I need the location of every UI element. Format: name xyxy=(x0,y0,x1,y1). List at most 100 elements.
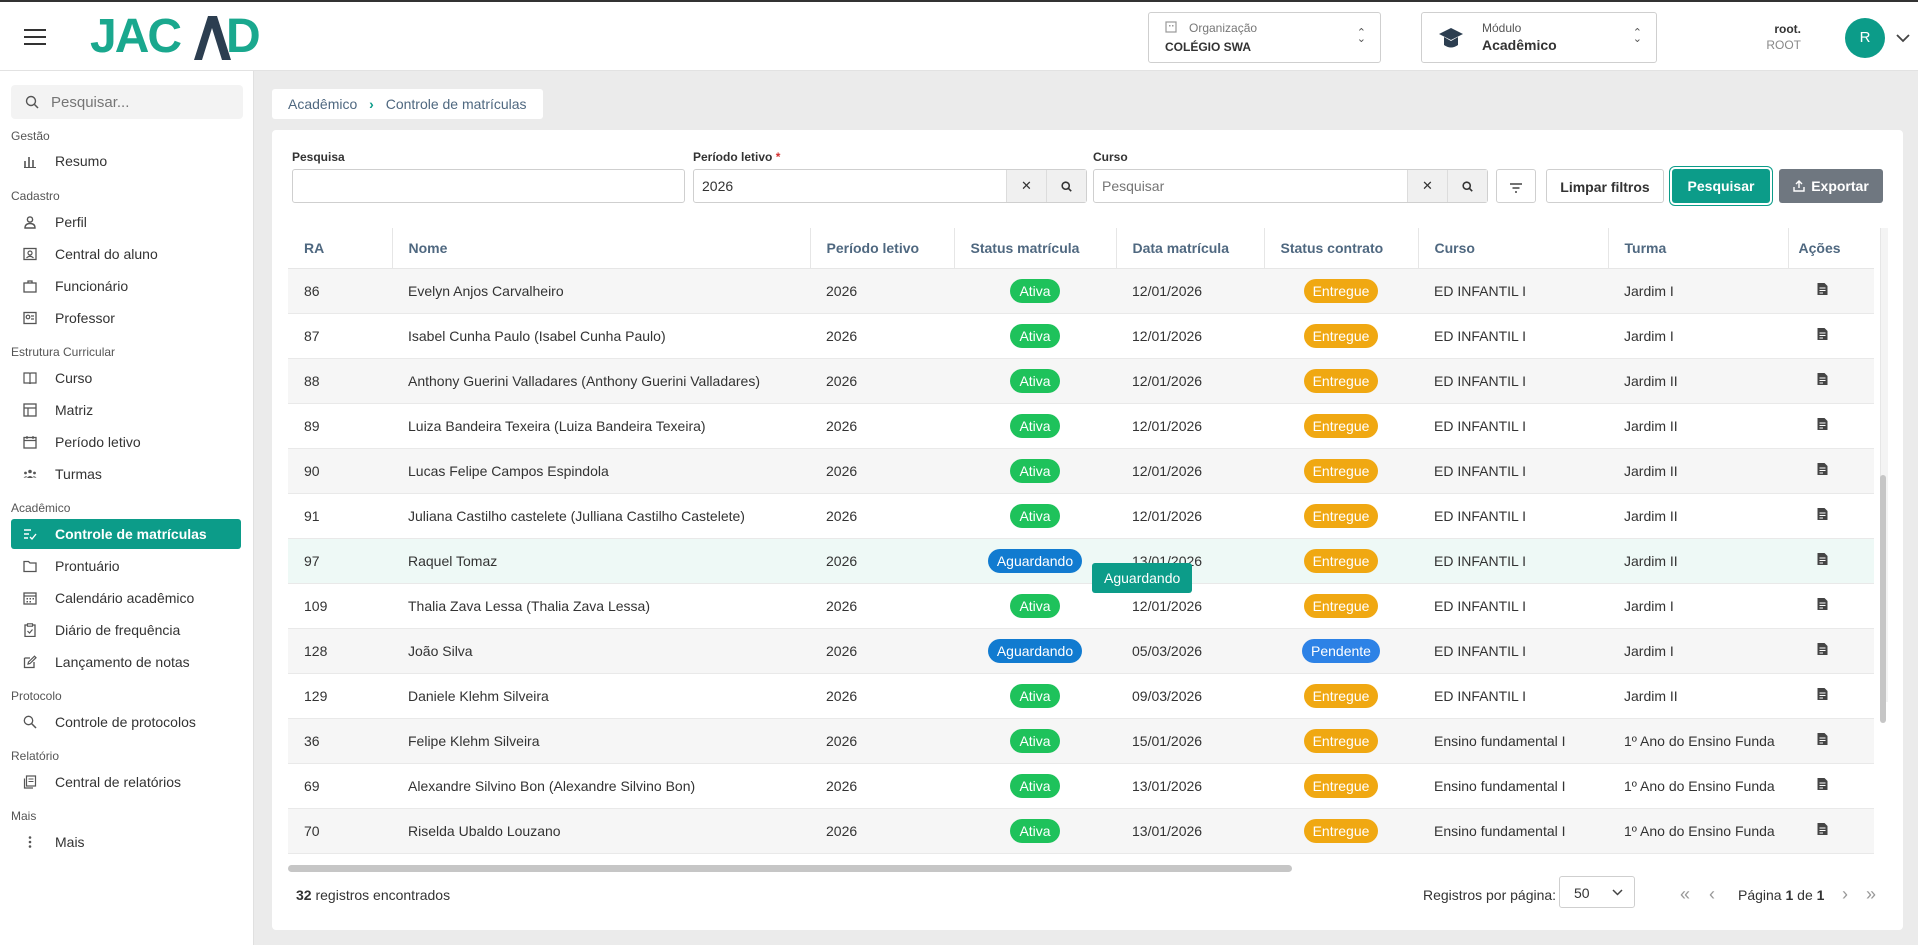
header-periodo[interactable]: Período letivo xyxy=(809,228,954,269)
sidebar-search[interactable] xyxy=(11,85,243,119)
table-row[interactable]: 36 Felipe Klehm Silveira 2026 Ativa 15/01/20… xyxy=(288,718,1874,764)
curso-field[interactable]: ✕ xyxy=(1093,169,1488,203)
table-row[interactable]: 69 Alexandre Silvino Bon (Alexandre Silvi… xyxy=(288,763,1874,809)
header-data-matricula[interactable]: Data matrícula xyxy=(1115,228,1264,269)
sidebar-item-controle-de-matriculas[interactable]: Controle de matrículas xyxy=(11,519,241,549)
sidebar-item-resumo[interactable]: Resumo xyxy=(11,146,241,176)
document-icon[interactable] xyxy=(1816,777,1829,791)
table-row[interactable]: 87 Isabel Cunha Paulo (Isabel Cunha Paulo… xyxy=(288,313,1874,359)
status-matricula-badge[interactable]: Aguardando xyxy=(987,638,1083,663)
header-status-contrato[interactable]: Status contrato xyxy=(1263,228,1418,269)
sidebar-item-mais[interactable]: Mais xyxy=(11,827,241,857)
prev-page-icon[interactable]: ‹ xyxy=(1709,884,1715,904)
sidebar-item-perfil[interactable]: Perfil xyxy=(11,207,241,237)
document-icon[interactable] xyxy=(1816,282,1829,296)
status-contrato-badge[interactable]: Pendente xyxy=(1302,638,1380,663)
status-matricula-badge[interactable]: Ativa xyxy=(1010,728,1060,753)
first-page-icon[interactable]: « xyxy=(1680,884,1691,904)
search-curso-button[interactable] xyxy=(1447,170,1487,202)
status-matricula-badge[interactable]: Aguardando xyxy=(987,548,1083,573)
status-matricula-badge[interactable]: Ativa xyxy=(1010,773,1060,798)
status-contrato-badge[interactable]: Entregue xyxy=(1303,818,1379,843)
search-periodo-button[interactable] xyxy=(1046,170,1086,202)
document-icon[interactable] xyxy=(1816,822,1829,836)
header-status-matricula[interactable]: Status matrícula xyxy=(953,228,1116,269)
sidebar-item-diario-de-frequencia[interactable]: Diário de frequência xyxy=(11,615,241,645)
per-page-select[interactable]: 50 xyxy=(1559,876,1635,908)
table-row[interactable]: 70 Riselda Ubaldo Louzano 2026 Ativa 13/01/2… xyxy=(288,808,1874,854)
document-icon[interactable] xyxy=(1816,417,1829,431)
next-page-icon[interactable]: › xyxy=(1842,884,1848,904)
status-matricula-badge[interactable]: Ativa xyxy=(1010,413,1060,438)
document-icon[interactable] xyxy=(1816,687,1829,701)
status-matricula-badge[interactable]: Ativa xyxy=(1010,593,1060,618)
document-icon[interactable] xyxy=(1816,597,1829,611)
sidebar-item-periodo-letivo[interactable]: Período letivo xyxy=(11,427,241,457)
vertical-scrollbar[interactable] xyxy=(1880,228,1888,702)
document-icon[interactable] xyxy=(1816,372,1829,386)
document-icon[interactable] xyxy=(1816,552,1829,566)
menu-icon[interactable] xyxy=(24,29,46,45)
export-button[interactable]: Exportar xyxy=(1779,169,1883,203)
document-icon[interactable] xyxy=(1816,327,1829,341)
table-row[interactable]: 91 Juliana Castilho castelete (Julliana C… xyxy=(288,493,1874,539)
sidebar-search-input[interactable] xyxy=(51,85,236,119)
status-matricula-badge[interactable]: Ativa xyxy=(1010,458,1060,483)
curso-input[interactable] xyxy=(1102,170,1402,202)
filter-button[interactable] xyxy=(1496,169,1536,203)
status-contrato-badge[interactable]: Entregue xyxy=(1303,458,1379,483)
table-row[interactable]: 88 Anthony Guerini Valladares (Anthony Gu… xyxy=(288,358,1874,404)
horizontal-scrollbar-thumb[interactable] xyxy=(288,865,1292,872)
status-matricula-badge[interactable]: Ativa xyxy=(1010,818,1060,843)
periodo-field[interactable]: ✕ xyxy=(693,169,1087,203)
header-turma[interactable]: Turma xyxy=(1607,228,1788,269)
chevron-down-icon[interactable] xyxy=(1896,34,1910,43)
sidebar-item-lancamento-de-notas[interactable]: Lançamento de notas xyxy=(11,647,241,677)
organization-selector[interactable]: Organização COLÉGIO SWA ⌃ ⌄ xyxy=(1148,12,1381,63)
status-matricula-badge[interactable]: Ativa xyxy=(1010,683,1060,708)
breadcrumb-root[interactable]: Acadêmico xyxy=(288,96,358,112)
header-ra[interactable]: RA xyxy=(288,228,392,269)
sidebar-item-funcionario[interactable]: Funcionário xyxy=(11,271,241,301)
sidebar-item-turmas[interactable]: Turmas xyxy=(11,459,241,489)
table-row[interactable]: 90 Lucas Felipe Campos Espindola 2026 Ativa… xyxy=(288,448,1874,494)
status-matricula-badge[interactable]: Ativa xyxy=(1010,323,1060,348)
user-menu[interactable]: root. ROOT R xyxy=(1718,12,1918,64)
status-matricula-badge[interactable]: Ativa xyxy=(1010,368,1060,393)
clear-periodo-button[interactable]: ✕ xyxy=(1006,170,1046,202)
sidebar-item-prontuario[interactable]: Prontuário xyxy=(11,551,241,581)
table-row[interactable]: 128 João Silva 2026 Aguardando 05/03/2026 Pen… xyxy=(288,628,1874,674)
status-contrato-badge[interactable]: Entregue xyxy=(1303,548,1379,573)
status-matricula-badge[interactable]: Ativa xyxy=(1010,503,1060,528)
last-page-icon[interactable]: » xyxy=(1866,884,1877,904)
status-contrato-badge[interactable]: Entregue xyxy=(1303,413,1379,438)
header-nome[interactable]: Nome xyxy=(391,228,810,269)
clear-curso-button[interactable]: ✕ xyxy=(1407,170,1447,202)
document-icon[interactable] xyxy=(1816,732,1829,746)
sidebar-item-central-de-relatorios[interactable]: Central de relatórios xyxy=(11,767,241,797)
sidebar-item-matriz[interactable]: Matriz xyxy=(11,395,241,425)
sidebar-item-controle-de-protocolos[interactable]: Controle de protocolos xyxy=(11,707,241,737)
status-contrato-badge[interactable]: Entregue xyxy=(1303,503,1379,528)
status-contrato-badge[interactable]: Entregue xyxy=(1303,683,1379,708)
document-icon[interactable] xyxy=(1816,462,1829,476)
search-button[interactable]: Pesquisar xyxy=(1672,169,1770,203)
status-contrato-badge[interactable]: Entregue xyxy=(1303,368,1379,393)
document-icon[interactable] xyxy=(1816,642,1829,656)
sidebar-item-professor[interactable]: Professor xyxy=(11,303,241,333)
status-contrato-badge[interactable]: Entregue xyxy=(1303,278,1379,303)
status-contrato-badge[interactable]: Entregue xyxy=(1303,593,1379,618)
document-icon[interactable] xyxy=(1816,507,1829,521)
periodo-input[interactable] xyxy=(702,170,1002,202)
clear-filters-button[interactable]: Limpar filtros xyxy=(1546,169,1664,203)
table-row[interactable]: 109 Thalia Zava Lessa (Thalia Zava Lessa)… xyxy=(288,583,1874,629)
status-contrato-badge[interactable]: Entregue xyxy=(1303,773,1379,798)
sidebar-item-calendario-academico[interactable]: Calendário acadêmico xyxy=(11,583,241,613)
table-row[interactable]: 129 Daniele Klehm Silveira 2026 Ativa 09/03/… xyxy=(288,673,1874,719)
avatar[interactable]: R xyxy=(1845,18,1885,58)
status-contrato-badge[interactable]: Entregue xyxy=(1303,728,1379,753)
vertical-scrollbar-thumb[interactable] xyxy=(1880,475,1886,723)
pesquisa-field[interactable] xyxy=(292,169,685,203)
module-selector[interactable]: Módulo Acadêmico ⌃ ⌄ xyxy=(1421,12,1657,63)
sidebar-item-central-do-aluno[interactable]: Central do aluno xyxy=(11,239,241,269)
